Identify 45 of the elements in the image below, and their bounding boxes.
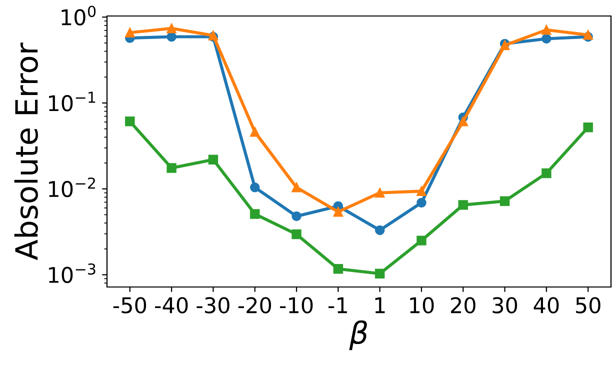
- x-tick-label: 1: [375, 297, 385, 314]
- point: [416, 186, 426, 196]
- x-tick-label: 40: [534, 297, 559, 314]
- y-tick-label: 10$^{0}$: [62, 6, 96, 26]
- point: [292, 182, 302, 192]
- point: [292, 229, 302, 240]
- point: [374, 225, 385, 236]
- point: [166, 23, 176, 34]
- x-tick-label: 10: [410, 297, 434, 314]
- y-tick-label: 10$^{−3}$: [49, 263, 96, 284]
- point: [416, 236, 426, 246]
- point: [500, 196, 510, 206]
- x-tick-label: -1: [328, 297, 347, 314]
- point: [583, 122, 593, 132]
- point: [542, 25, 552, 35]
- point: [542, 168, 552, 178]
- point: [250, 182, 260, 192]
- x-tick-label: 20: [451, 297, 476, 314]
- point: [166, 32, 176, 42]
- point: [333, 264, 344, 274]
- point: [542, 34, 552, 44]
- point: [250, 127, 260, 137]
- y-tick-label: 10$^{−1}$: [49, 92, 96, 112]
- point: [208, 154, 218, 164]
- x-tick-label: 50: [576, 297, 600, 314]
- point: [458, 200, 468, 210]
- x-tick-label: -20: [238, 297, 272, 314]
- point: [166, 163, 176, 173]
- x-tick-label: -50: [113, 297, 146, 314]
- point: [250, 209, 260, 219]
- y-axis-title: Absolute Error: [14, 42, 38, 260]
- x-tick-label: 30: [492, 297, 518, 314]
- point: [292, 211, 302, 222]
- y-tick-label: 10$^{−2}$: [49, 177, 95, 198]
- x-tick-label: -10: [280, 297, 313, 314]
- x-tick-label: -30: [196, 297, 230, 314]
- point: [374, 188, 385, 198]
- x-axis-title: β: [349, 320, 367, 350]
- point: [458, 116, 468, 126]
- point: [125, 28, 135, 38]
- point: [333, 206, 344, 217]
- x-tick-label: -40: [155, 297, 188, 314]
- point: [374, 268, 385, 279]
- point: [416, 198, 426, 208]
- point: [125, 116, 135, 126]
